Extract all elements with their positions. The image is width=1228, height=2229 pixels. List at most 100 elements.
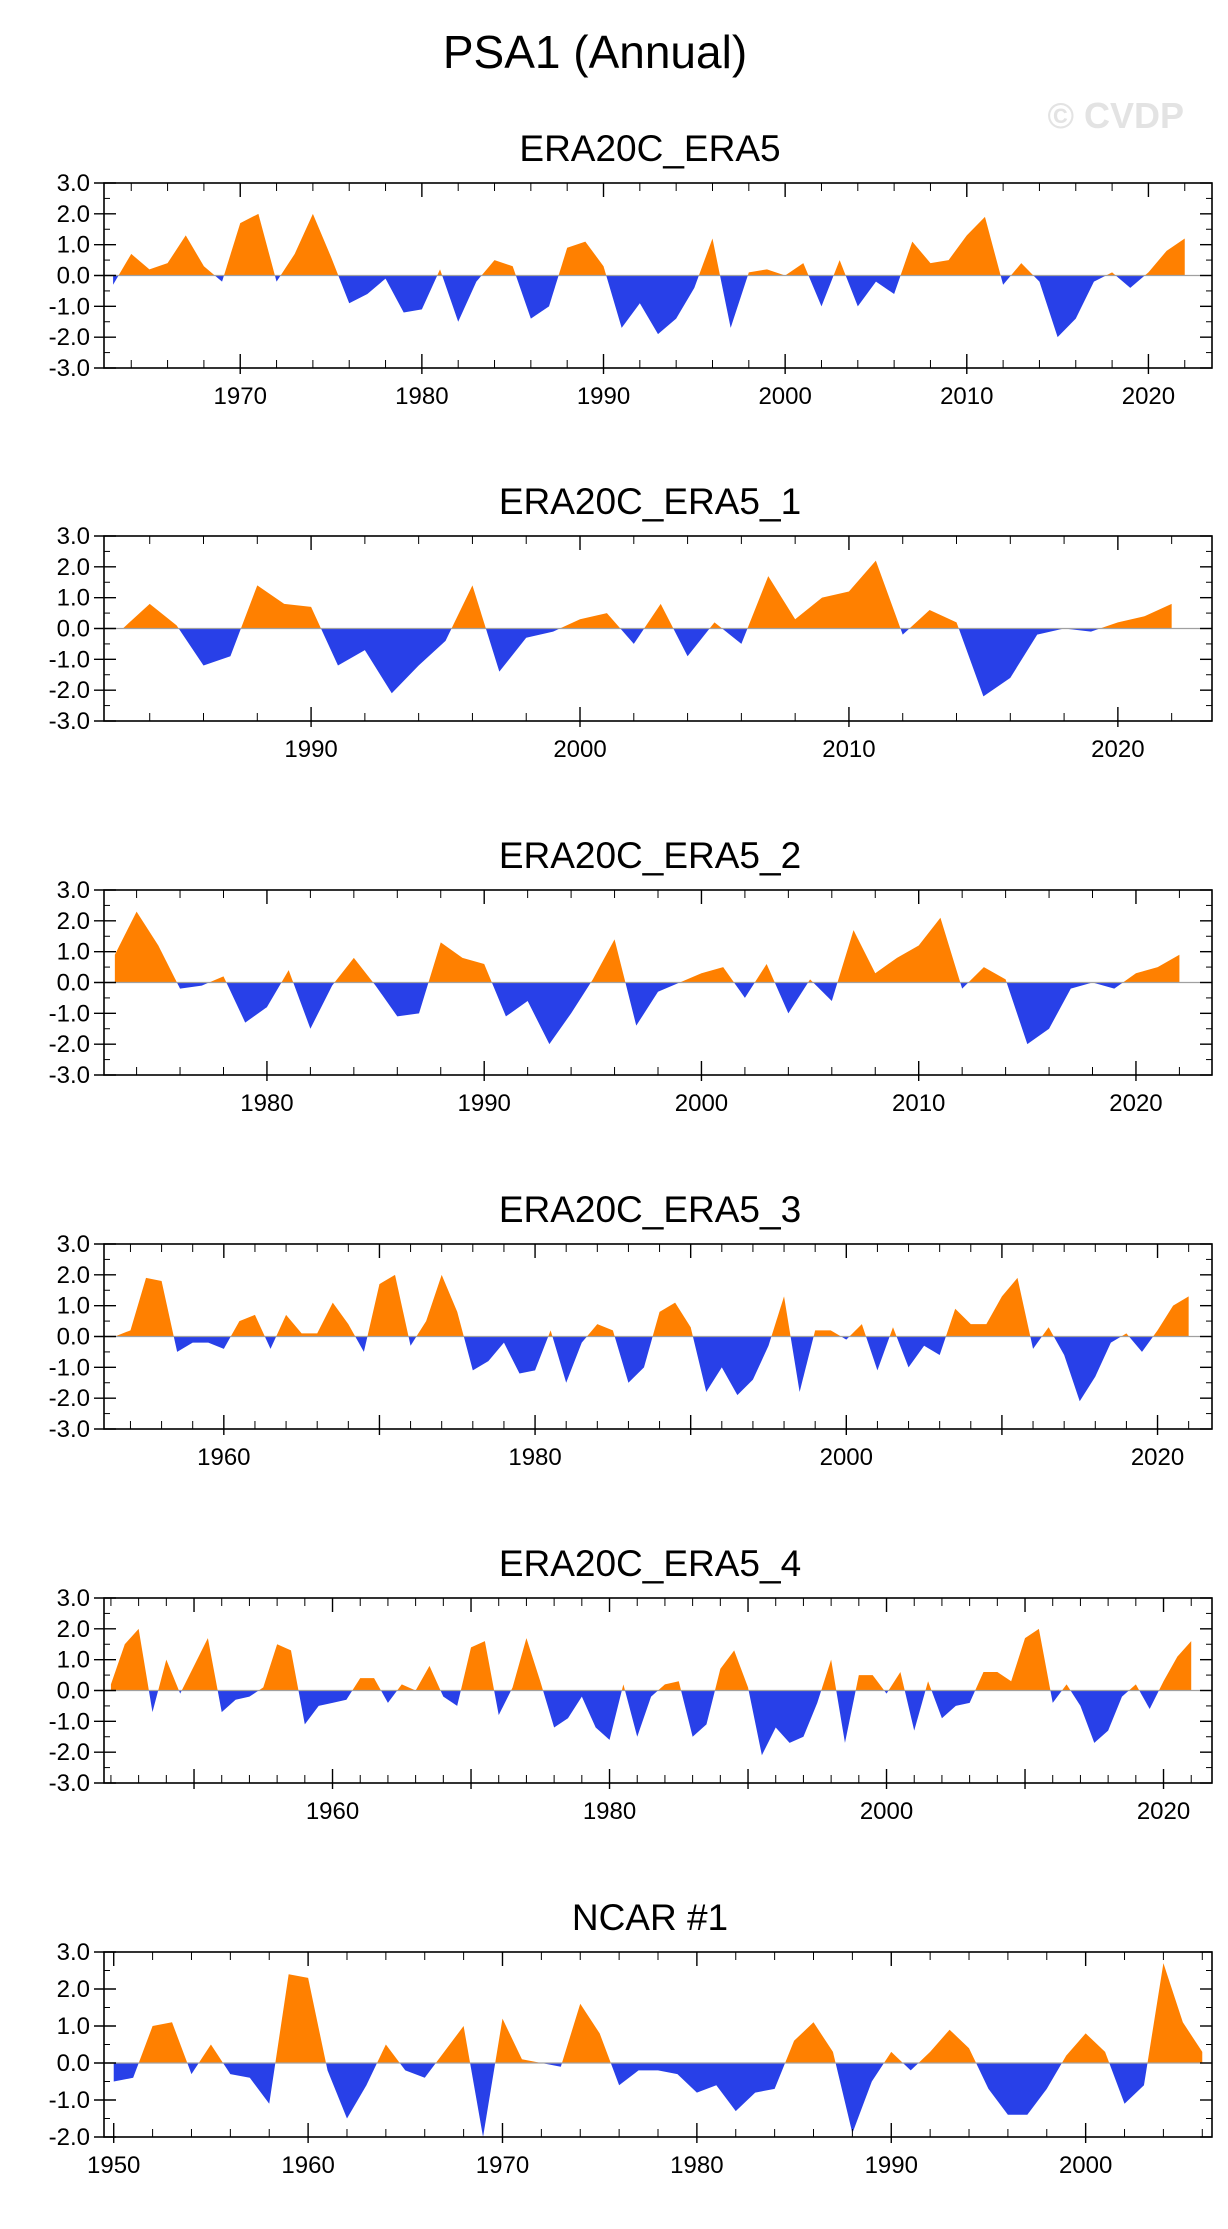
y-tick-label: -1.0: [49, 1000, 90, 1027]
negative-anomaly-fill: [408, 1336, 417, 1346]
positive-anomaly-fill: [813, 1330, 842, 1337]
y-tick-label: -1.0: [49, 293, 90, 320]
negative-anomaly-fill: [958, 628, 1100, 697]
positive-anomaly-fill: [428, 942, 492, 983]
negative-anomaly-fill: [1053, 1336, 1122, 1402]
panel-era20c-era5-1: ERA20C_ERA5_1 3.0 2.0 1.0 0.0 -1.0 -2.0 -3.0 199…: [0, 468, 1228, 813]
negative-anomaly-fill: [722, 628, 748, 644]
negative-anomaly-fill: [1050, 1690, 1062, 1703]
negative-anomaly-fill: [552, 1336, 587, 1383]
positive-anomaly-fill: [559, 613, 621, 629]
y-axis: 3.0 2.0 1.0 0.0 -1.0 -2.0: [49, 1939, 1212, 2151]
positive-anomaly-fill: [558, 241, 607, 276]
y-tick-label: -3.0: [49, 355, 90, 382]
positive-anomaly-fill: [652, 1302, 693, 1337]
positive-anomaly-fill: [1061, 1684, 1071, 1691]
chart-title: NCAR #1: [572, 1897, 728, 1938]
y-tick-label: 1.0: [57, 585, 90, 612]
negative-anomaly-fill: [790, 1336, 814, 1392]
x-tick-label: 2020: [1091, 736, 1144, 763]
x-tick-label: 1950: [87, 2152, 140, 2179]
x-axis: 1950 1960 1970 1980 1990 2000: [87, 1952, 1203, 2179]
negative-anomaly-fill: [813, 982, 838, 1001]
positive-anomaly-fill: [209, 976, 227, 983]
positive-anomaly-fill: [658, 1681, 682, 1691]
negative-anomaly-fill: [606, 275, 699, 335]
positive-anomaly-fill: [240, 585, 321, 629]
positive-area: [138, 1963, 1203, 2063]
y-tick-label: -2.0: [49, 1031, 90, 1058]
y-tick-label: -2.0: [49, 324, 90, 351]
positive-anomaly-fill: [460, 1641, 495, 1691]
y-tick-label: -1.0: [49, 1354, 90, 1381]
y-axis: 3.0 2.0 1.0 0.0 -1.0 -2.0 -3.0: [49, 1231, 1212, 1443]
positive-anomaly-fill: [281, 970, 294, 983]
y-tick-label: 3.0: [57, 170, 90, 197]
negative-anomaly-fill: [214, 275, 224, 282]
chart-svg: ERA20C_ERA5_4 3.0 2.0 1.0 0.0 -1.0 -2.0 -3.0 196…: [49, 1543, 1213, 1825]
x-tick-label: 2000: [553, 736, 606, 763]
positive-anomaly-fill: [883, 2051, 903, 2063]
negative-anomaly-fill: [355, 1336, 368, 1352]
positive-anomaly-fill: [821, 1659, 837, 1691]
positive-anomaly-fill: [511, 1638, 544, 1691]
positive-anomaly-fill: [334, 957, 374, 983]
y-tick-label: 0.0: [57, 616, 90, 643]
y-tick-label: 2.0: [57, 1616, 90, 1643]
panel-era20c-era5-4: ERA20C_ERA5_4 3.0 2.0 1.0 0.0 -1.0 -2.0 -3.0 196…: [0, 1530, 1228, 1875]
negative-anomaly-fill: [720, 275, 748, 328]
negative-anomaly-fill: [415, 1690, 461, 1706]
panel-era20c-era5-2: ERA20C_ERA5_2 3.0 2.0 1.0 0.0 -1.0 -2.0 -3.0 198…: [0, 822, 1228, 1167]
negative-anomaly-fill: [884, 1690, 889, 1694]
positive-area: [114, 911, 1180, 983]
x-tick-label: 1970: [476, 2152, 529, 2179]
y-tick-label: 0.0: [57, 263, 90, 290]
positive-anomaly-fill: [1061, 2033, 1110, 2063]
y-axis: 3.0 2.0 1.0 0.0 -1.0 -2.0 -3.0: [49, 877, 1212, 1089]
chart-title: ERA20C_ERA5_3: [499, 1189, 801, 1230]
negative-anomaly-fill: [692, 1336, 772, 1396]
positive-anomaly-fill: [785, 2022, 836, 2063]
x-tick-label: 2020: [1131, 1444, 1184, 1471]
negative-anomaly-fill: [515, 275, 559, 319]
y-tick-label: -3.0: [49, 1062, 90, 1089]
positive-anomaly-fill: [1064, 603, 1172, 629]
positive-anomaly-fill: [888, 1672, 905, 1691]
y-tick-label: -2.0: [49, 1739, 90, 1766]
negative-anomaly-fill: [1006, 982, 1123, 1045]
positive-anomaly-fill: [275, 1974, 326, 2063]
x-tick-label: 2010: [940, 383, 993, 410]
x-tick-label: 1990: [284, 736, 337, 763]
negative-anomaly-fill: [673, 628, 710, 657]
x-tick-label: 2020: [1109, 1090, 1162, 1117]
x-tick-label: 2020: [1137, 1798, 1190, 1825]
y-tick-label: 1.0: [57, 2013, 90, 2040]
positive-anomaly-fill: [855, 1675, 885, 1691]
y-tick-label: 2.0: [57, 554, 90, 581]
negative-anomaly-fill: [338, 275, 438, 313]
positive-anomaly-fill: [709, 622, 723, 629]
negative-anomaly-fill: [470, 2063, 496, 2137]
x-tick-label: 1970: [214, 383, 267, 410]
positive-anomaly-fill: [352, 1678, 381, 1691]
y-tick-label: 2.0: [57, 908, 90, 935]
positive-anomaly-fill: [230, 1314, 265, 1337]
negative-anomaly-fill: [1000, 275, 1011, 285]
y-tick-label: 3.0: [57, 523, 90, 550]
y-tick-label: -2.0: [49, 2124, 90, 2151]
positive-anomaly-fill: [1106, 272, 1116, 276]
y-tick-label: 1.0: [57, 1647, 90, 1674]
negative-anomaly-fill: [442, 275, 482, 322]
negative-anomaly-fill: [904, 1690, 926, 1731]
chart-title: ERA20C_ERA5_2: [499, 835, 801, 876]
negative-anomaly-fill: [614, 1336, 653, 1383]
negative-area: [114, 1336, 1154, 1402]
positive-anomaly-fill: [747, 560, 901, 629]
positive-anomaly-fill: [377, 2044, 400, 2063]
positive-anomaly-fill: [837, 917, 961, 983]
negative-anomaly-fill: [748, 1690, 822, 1756]
positive-anomaly-fill: [644, 603, 674, 629]
chart-title: ERA20C_ERA5: [519, 128, 780, 169]
negative-anomaly-fill: [845, 275, 901, 307]
negative-anomaly-fill: [902, 2063, 919, 2071]
